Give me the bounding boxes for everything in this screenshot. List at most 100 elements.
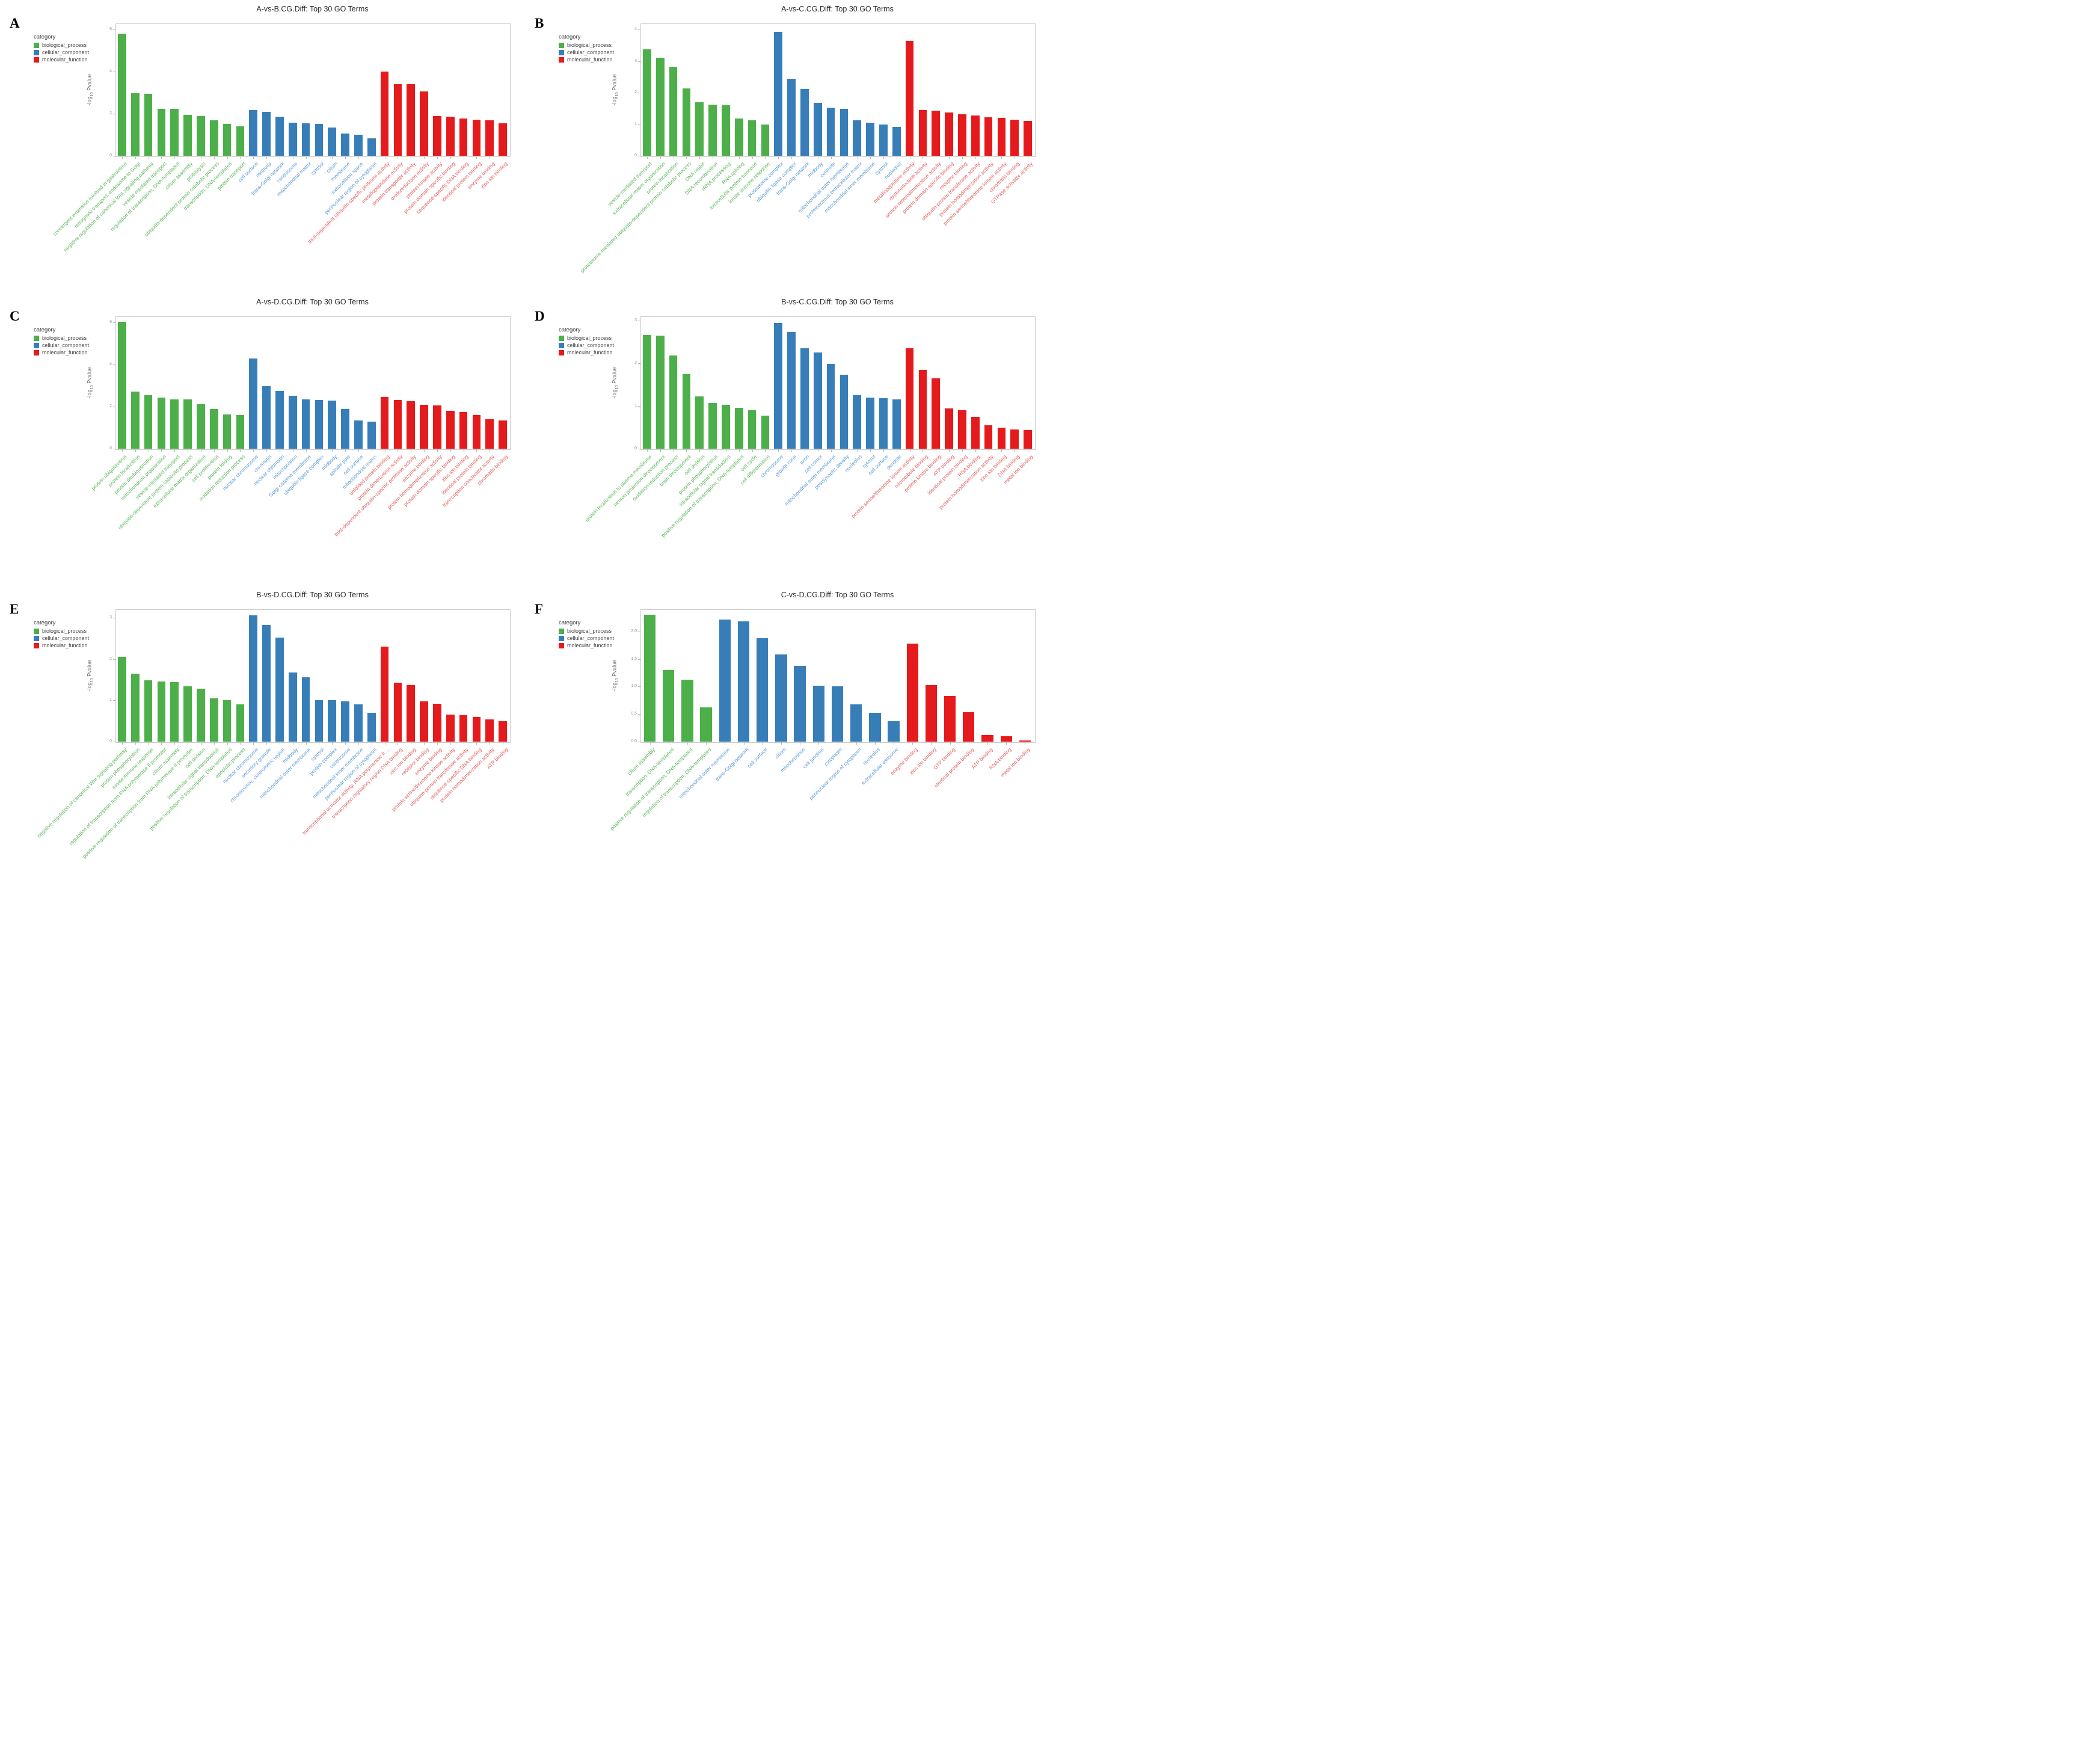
x-axis-tick [975, 449, 976, 452]
panel-letter: D [535, 309, 545, 324]
y-axis-tick-label: 0 [109, 739, 112, 743]
y-axis-tick [638, 61, 640, 62]
x-axis-tick [476, 156, 477, 159]
x-axis-tick [358, 742, 359, 745]
x-axis-tick [476, 742, 477, 745]
bar [813, 103, 822, 156]
bar [737, 621, 750, 742]
y-axis-tick [113, 322, 115, 324]
y-axis-tick-label: 3 [634, 318, 637, 323]
x-axis-tick [121, 742, 123, 745]
bar [420, 91, 428, 156]
x-axis-label: trans-Golgi network [714, 746, 750, 783]
y-axis-tick-label: 4 [634, 27, 637, 32]
legend-title: category [559, 327, 581, 333]
x-axis-tick [1001, 449, 1002, 452]
bar [209, 409, 218, 449]
bar [748, 410, 757, 449]
bar [144, 680, 153, 742]
bar [380, 397, 389, 449]
x-axis-tick [161, 156, 162, 159]
bar [787, 79, 796, 156]
y-axis-tick [638, 363, 640, 365]
legend: category biological_process cellular_com… [559, 620, 614, 648]
bar [485, 120, 494, 156]
bar [275, 637, 284, 742]
bar [301, 399, 310, 449]
legend-swatch-icon [559, 349, 564, 355]
x-axis-label: cytosol [309, 161, 325, 176]
legend-swatch-icon [34, 42, 39, 48]
bar [734, 407, 743, 449]
bar [367, 138, 376, 156]
bar [1024, 430, 1032, 449]
bar [433, 405, 441, 449]
y-axis-tick [638, 714, 640, 715]
x-axis-tick [883, 156, 884, 159]
y-axis-tick [638, 686, 640, 688]
bar [945, 408, 953, 449]
bar [197, 404, 205, 449]
legend-item-cellular-component: cellular_component [34, 635, 89, 641]
x-axis-tick [1001, 156, 1002, 159]
bar [719, 619, 731, 742]
bar [393, 84, 402, 156]
panel-letter: E [10, 602, 19, 617]
bar [734, 118, 743, 156]
y-axis-tick-label: 1 [634, 122, 637, 126]
bar [840, 109, 849, 156]
x-axis-tick [949, 156, 950, 159]
bar [655, 57, 665, 156]
bar [826, 363, 835, 449]
bar [775, 654, 787, 742]
x-axis-tick [345, 156, 346, 159]
bar [1010, 429, 1019, 449]
panel-title: A-vs-D.CG.Diff: Top 30 GO Terms [256, 298, 369, 306]
legend-item-biological-process: biological_process [34, 628, 89, 634]
x-axis-tick [305, 449, 307, 452]
x-axis-tick [227, 449, 228, 452]
y-axis-tick-label: 2 [634, 361, 637, 366]
bar [354, 704, 363, 742]
bar [433, 703, 441, 742]
x-axis-tick [424, 742, 425, 745]
x-axis-tick [450, 449, 451, 452]
y-axis-tick-label: 1 [109, 698, 112, 703]
legend-swatch-icon [559, 335, 564, 341]
bar [118, 657, 126, 742]
legend-swatch-icon [34, 335, 39, 341]
x-axis-label: cilium [773, 746, 788, 760]
legend-item-cellular-component: cellular_component [559, 635, 614, 641]
x-axis-tick [687, 742, 688, 745]
x-axis-tick [424, 156, 425, 159]
x-axis-tick [950, 742, 951, 745]
y-axis-tick-label: 1.5 [631, 656, 637, 661]
bar [945, 112, 953, 156]
x-axis-tick [305, 742, 307, 745]
bar [341, 409, 349, 449]
x-axis-tick [646, 449, 648, 452]
bar [328, 700, 336, 742]
x-axis-tick [649, 742, 651, 745]
legend-item-biological-process: biological_process [34, 42, 89, 48]
bar [682, 88, 691, 156]
bar [183, 686, 192, 742]
bar [341, 701, 349, 742]
x-axis-tick [857, 449, 858, 452]
x-axis-tick [161, 742, 162, 745]
x-axis-tick [791, 156, 793, 159]
x-axis-tick [706, 742, 707, 745]
bar [275, 391, 284, 449]
bar [866, 123, 874, 156]
bar [472, 119, 481, 156]
bar [892, 126, 901, 156]
panel-title: A-vs-C.CG.Diff: Top 30 GO Terms [781, 5, 894, 13]
bar [209, 698, 218, 742]
bar [301, 677, 310, 742]
y-axis-title: -log10 Pvalue [611, 367, 619, 399]
legend-title: category [34, 327, 56, 333]
bar [197, 115, 205, 156]
x-axis-tick [743, 742, 745, 745]
y-axis-title: -log10 Pvalue [86, 660, 94, 692]
bar [170, 399, 179, 449]
